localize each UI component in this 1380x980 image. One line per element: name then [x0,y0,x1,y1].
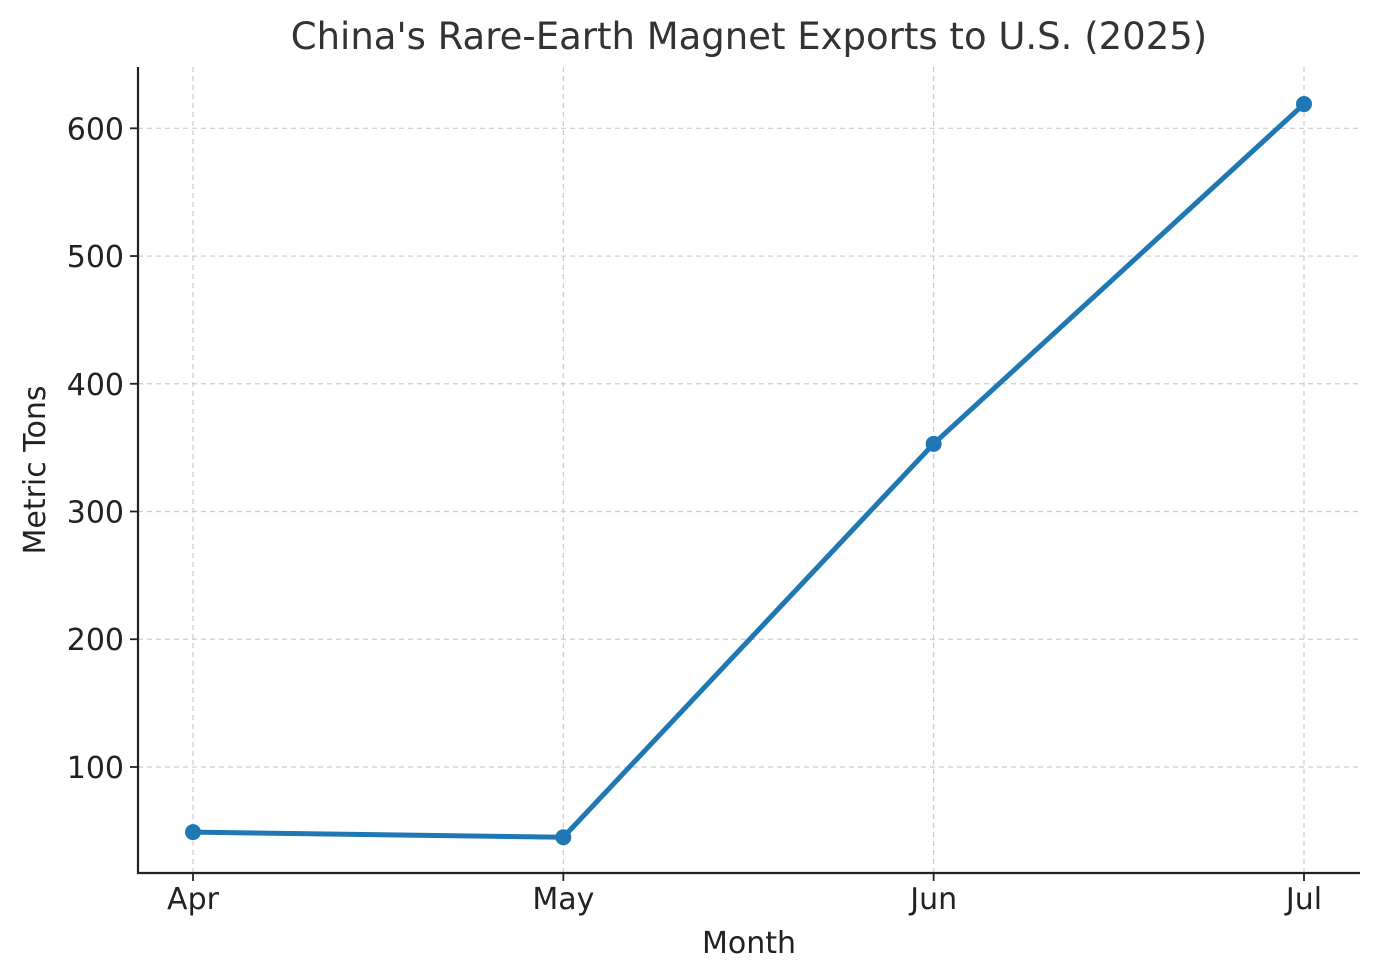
x-tick-label: Apr [167,882,220,917]
data-point [925,435,942,452]
y-tick-label: 300 [67,496,124,531]
chart-title: China's Rare-Earth Magnet Exports to U.S… [291,15,1207,58]
data-point [555,829,572,846]
y-axis-title: Metric Tons [18,385,53,554]
x-tick-label: Jun [908,882,957,917]
y-tick-label: 400 [67,368,124,403]
y-tick-label: 100 [67,751,124,786]
axis-spines [136,67,1360,875]
grid [138,67,1360,873]
y-tick-label: 600 [67,112,124,147]
series-line [190,101,1307,840]
series-layer [185,96,1312,846]
y-tick-label: 200 [67,623,124,658]
x-tick-label: Jul [1284,882,1322,917]
x-tick-label: May [532,882,594,917]
data-point [185,824,201,841]
data-point [1296,96,1312,113]
axes: 100 200 300 400 500 600 Apr May Jun Jul [67,67,1360,917]
y-tick-label: 500 [67,240,124,275]
x-axis-title: Month [702,926,796,961]
